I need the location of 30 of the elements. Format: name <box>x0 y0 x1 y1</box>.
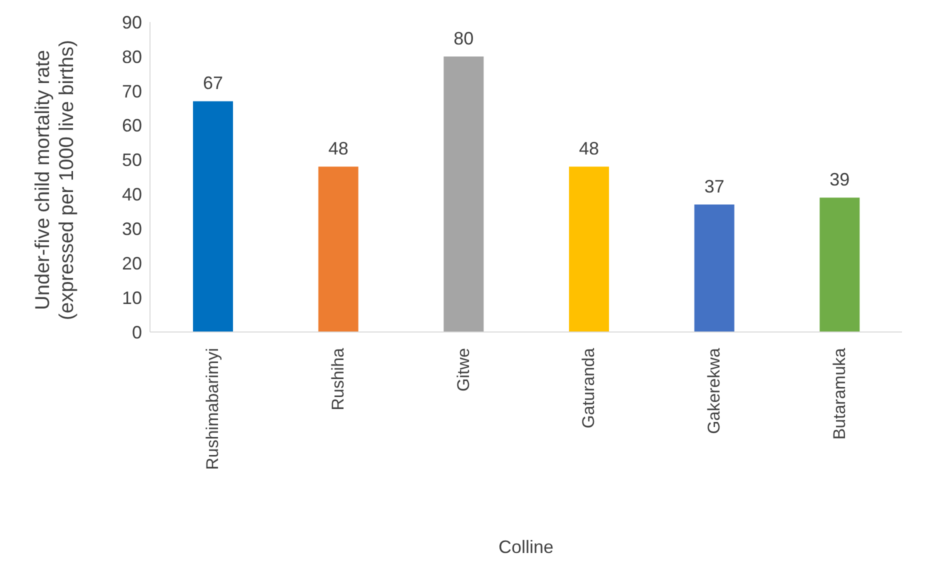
x-tick-label: Gaturanda <box>579 347 598 428</box>
y-tick-label: 0 <box>132 322 142 342</box>
data-label: 48 <box>578 138 600 159</box>
y-tick-label: 30 <box>122 219 142 240</box>
data-label: 80 <box>454 28 474 48</box>
y-tick-label: 50 <box>122 150 142 170</box>
data-label: 37 <box>704 176 724 197</box>
y-axis-title: Under-five child mortality rate (expressed per 1000 live births) <box>31 38 79 322</box>
y-tick-label: 70 <box>122 81 142 102</box>
y-tick-label: 90 <box>122 12 142 32</box>
y-tick-label: 40 <box>122 184 142 205</box>
y-tick-label: 20 <box>122 254 142 274</box>
y-tick-label: 80 <box>122 46 142 67</box>
bar <box>444 56 484 332</box>
bar <box>318 166 358 332</box>
data-label: 48 <box>328 138 348 159</box>
bar <box>569 166 609 332</box>
data-label: 39 <box>830 170 850 190</box>
x-tick-label: Butaramuka <box>830 347 849 440</box>
x-tick-label: Gakerekwa <box>704 347 724 434</box>
y-tick-label: 10 <box>122 288 142 308</box>
y-tick-label: 60 <box>122 116 142 136</box>
data-label: 67 <box>202 73 224 94</box>
x-axis-title: Colline <box>498 537 554 557</box>
x-tick-label: Gitwe <box>454 348 473 392</box>
x-tick-label: Rushimabarimyi <box>203 348 222 470</box>
bar <box>193 101 233 332</box>
bar <box>694 204 734 332</box>
x-tick-label: Rushiha <box>328 347 348 410</box>
bar <box>820 198 860 332</box>
